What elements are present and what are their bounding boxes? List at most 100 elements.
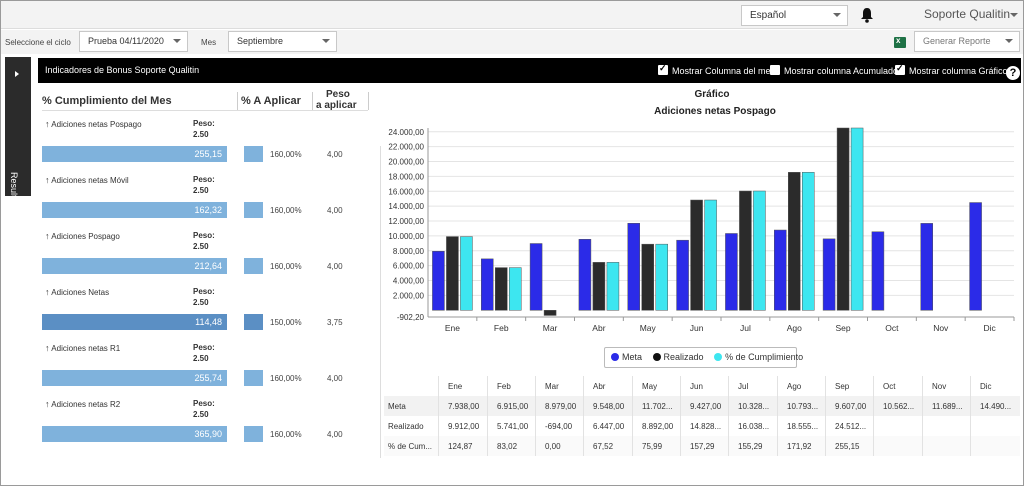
table-cell: 124,87	[448, 442, 473, 451]
chart-title: Adiciones netas Pospago	[654, 106, 776, 117]
checkbox-checked-icon[interactable]	[658, 63, 668, 75]
bar--de-cumplimiento-feb[interactable]	[509, 267, 522, 311]
bar-realizado-may[interactable]	[641, 243, 654, 311]
cumplimiento-bar[interactable]: 255,74	[42, 370, 227, 386]
table-col-divider	[777, 376, 778, 456]
bar-meta-dic[interactable]	[969, 202, 982, 311]
table-cell: 10.328...	[738, 402, 770, 411]
column-divider	[237, 92, 238, 110]
bar-meta-ago[interactable]	[774, 229, 787, 311]
x-tick-label: Dic	[983, 323, 996, 333]
excel-icon[interactable]	[894, 36, 906, 48]
bar--de-cumplimiento-may[interactable]	[655, 243, 668, 311]
cumplimiento-bar[interactable]: 162,32	[42, 202, 227, 218]
table-cell: 7.938,00	[448, 402, 480, 411]
y-tick-label: 18.000,00	[388, 172, 424, 181]
bar-meta-nov[interactable]	[920, 223, 933, 311]
month-label: Mes	[201, 38, 217, 47]
bar-realizado-ago[interactable]	[788, 172, 801, 311]
bell-icon[interactable]	[860, 7, 874, 23]
legend-item-meta[interactable]: Meta	[611, 352, 642, 362]
expand-arrow-icon[interactable]	[15, 71, 19, 77]
result-side-tab[interactable]: Resultado	[5, 57, 31, 213]
y-tick-label: 2.000,00	[393, 291, 425, 300]
checkbox-checked-icon[interactable]	[895, 63, 905, 75]
bar-realizado-abr[interactable]	[592, 262, 606, 311]
indicators-header-bar: Indicadores de Bonus Soporte Qualitin Mo…	[38, 58, 1021, 83]
user-name[interactable]: Soporte Qualitin	[924, 7, 1011, 21]
bar--de-cumplimiento-sep[interactable]	[850, 127, 864, 311]
weight-value: 4,00	[327, 374, 343, 383]
table-cell: -694,00	[545, 422, 573, 431]
report-value: Generar Reporte	[923, 36, 991, 46]
table-cell: 9.427,00	[690, 402, 722, 411]
table-cell: 14.490...	[980, 402, 1012, 411]
y-tick-label: 20.000,00	[388, 158, 424, 167]
peso-value: 2.50	[193, 410, 209, 419]
language-select[interactable]: Español	[741, 5, 848, 26]
month-select[interactable]: Septiembre	[228, 31, 337, 52]
bar-meta-may[interactable]	[627, 223, 640, 311]
x-tick-label: Jul	[740, 323, 751, 333]
bar-meta-feb[interactable]	[481, 258, 494, 311]
chevron-down-icon	[1005, 39, 1013, 43]
chevron-down-icon	[833, 13, 841, 17]
table-cell: 6.447,00	[593, 422, 625, 431]
table-header-cell: Nov	[932, 382, 947, 391]
column-divider	[312, 92, 313, 110]
cumplimiento-bar[interactable]: 212,64	[42, 258, 227, 274]
table-col-divider	[487, 376, 488, 456]
bar-realizado-mar[interactable]	[543, 310, 557, 316]
cycle-select[interactable]: Prueba 04/11/2020	[79, 31, 188, 52]
y-tick-label: 16.000,00	[388, 187, 424, 196]
bar-realizado-jul[interactable]	[739, 190, 752, 311]
checkbox-unchecked-icon[interactable]	[770, 65, 780, 75]
legend-item-cumplimiento[interactable]: % de Cumplimiento	[714, 352, 803, 362]
checkbox-label: Mostrar Columna del mes	[672, 66, 776, 76]
chevron-down-icon	[322, 39, 330, 43]
y-tick-label: 14.000,00	[388, 202, 424, 211]
y-tick-label: 10.000,00	[388, 232, 424, 241]
indicator-label: ↑ Adiciones Netas	[45, 287, 109, 297]
bar-meta-ene[interactable]	[432, 251, 445, 311]
table-cell: 9.548,00	[593, 402, 625, 411]
bar--de-cumplimiento-abr[interactable]	[606, 262, 620, 311]
bar-meta-jun[interactable]	[676, 239, 689, 311]
cumplimiento-value: 365,90	[194, 429, 222, 439]
bar-realizado-sep[interactable]	[836, 127, 850, 311]
bar-meta-sep[interactable]	[822, 238, 836, 311]
user-menu-chevron-icon[interactable]	[1010, 13, 1018, 17]
bar-meta-oct[interactable]	[871, 231, 885, 311]
aplicar-swatch	[244, 258, 263, 274]
bar-meta-abr[interactable]	[578, 239, 592, 311]
weight-value: 3,75	[327, 318, 343, 327]
chevron-down-icon	[173, 39, 181, 43]
bar-meta-mar[interactable]	[529, 243, 543, 311]
arrow-up-icon: ↑	[45, 175, 50, 185]
report-select[interactable]: Generar Reporte	[914, 31, 1020, 52]
bar-realizado-jun[interactable]	[690, 199, 703, 311]
cumplimiento-bar[interactable]: 114,48	[42, 314, 227, 330]
bar-meta-jul[interactable]	[725, 233, 738, 311]
help-icon[interactable]: ?	[1006, 66, 1020, 80]
cumplimiento-bar[interactable]: 365,90	[42, 426, 227, 442]
bar--de-cumplimiento-ene[interactable]	[460, 236, 473, 311]
legend-item-realizado[interactable]: Realizado	[652, 352, 704, 362]
bar-realizado-feb[interactable]	[495, 267, 508, 311]
bar--de-cumplimiento-jul[interactable]	[753, 190, 766, 311]
bar--de-cumplimiento-ago[interactable]	[802, 172, 815, 311]
table-cell: 5.741,00	[497, 422, 529, 431]
show-accumulated-column-checkbox[interactable]: Mostrar columna Acumulado	[770, 65, 898, 76]
legend-label: Meta	[622, 352, 643, 362]
show-chart-column-checkbox[interactable]: Mostrar columna Gráfico	[895, 63, 1008, 76]
table-cell: 8.892,00	[642, 422, 674, 431]
indicator-label: ↑ Adiciones netas R2	[45, 399, 120, 409]
indicators-title: Indicadores de Bonus Soporte Qualitin	[45, 65, 200, 75]
cumplimiento-bar[interactable]: 255,15	[42, 146, 227, 162]
bar-realizado-ene[interactable]	[446, 236, 459, 311]
aplicar-value: 160,00%	[270, 430, 302, 439]
bar--de-cumplimiento-jun[interactable]	[704, 199, 717, 311]
indicator-name: Adiciones Netas	[51, 288, 110, 297]
show-month-column-checkbox[interactable]: Mostrar Columna del mes	[658, 63, 776, 76]
cycle-label: Seleccione el ciclo	[5, 38, 71, 47]
